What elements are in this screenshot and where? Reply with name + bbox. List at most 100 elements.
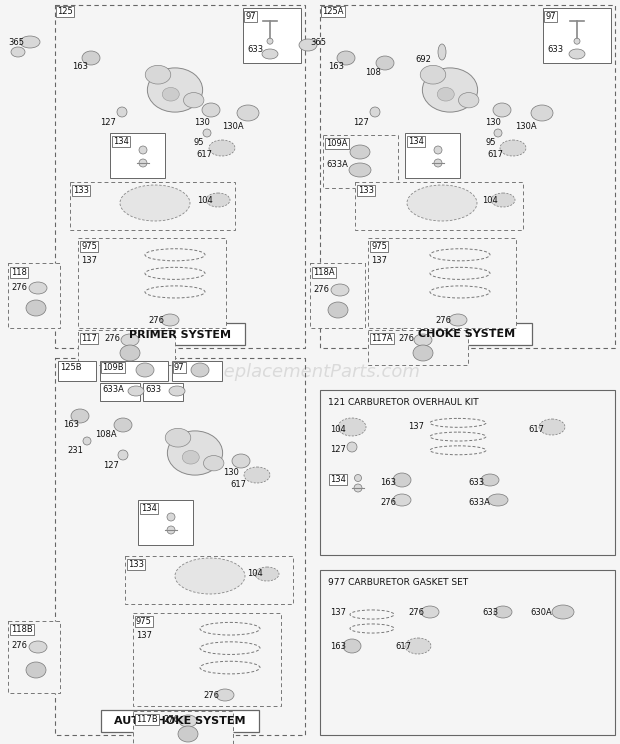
Ellipse shape: [414, 334, 432, 346]
Ellipse shape: [121, 334, 139, 346]
Text: 130A: 130A: [222, 122, 244, 131]
Ellipse shape: [179, 715, 197, 727]
Text: 97: 97: [245, 12, 255, 21]
Text: 617: 617: [487, 150, 503, 159]
Text: 108A: 108A: [95, 430, 117, 439]
Ellipse shape: [481, 474, 499, 486]
Text: 276: 276: [11, 641, 27, 650]
Text: 163: 163: [328, 62, 344, 71]
Text: 125: 125: [57, 7, 73, 16]
Ellipse shape: [175, 558, 245, 594]
Bar: [402, 323, 532, 345]
Ellipse shape: [569, 49, 585, 59]
Ellipse shape: [493, 103, 511, 117]
Ellipse shape: [244, 467, 270, 483]
Bar: [310, 263, 365, 328]
Bar: [55, 5, 305, 348]
Circle shape: [434, 159, 442, 167]
Ellipse shape: [422, 68, 477, 112]
Circle shape: [494, 129, 502, 137]
Ellipse shape: [29, 641, 47, 653]
Text: 95: 95: [485, 138, 495, 147]
Text: 977 CARBURETOR GASKET SET: 977 CARBURETOR GASKET SET: [328, 578, 468, 587]
Bar: [368, 330, 468, 365]
Text: 163: 163: [72, 62, 88, 71]
Ellipse shape: [216, 689, 234, 701]
Ellipse shape: [449, 314, 467, 326]
Ellipse shape: [20, 36, 40, 48]
Circle shape: [139, 146, 147, 154]
Ellipse shape: [255, 567, 279, 581]
Ellipse shape: [203, 455, 224, 471]
Ellipse shape: [420, 65, 446, 84]
Bar: [320, 5, 615, 348]
Text: 127: 127: [100, 118, 116, 127]
Bar: [100, 383, 140, 401]
Text: 231: 231: [67, 446, 83, 455]
Text: 137: 137: [81, 256, 97, 265]
Text: 117: 117: [81, 334, 97, 343]
Ellipse shape: [494, 606, 512, 618]
Ellipse shape: [145, 65, 171, 84]
Ellipse shape: [209, 140, 235, 156]
Circle shape: [354, 484, 362, 492]
Ellipse shape: [437, 88, 454, 101]
Circle shape: [574, 38, 580, 44]
Text: 276: 276: [203, 691, 219, 700]
Ellipse shape: [191, 363, 209, 377]
Text: 104: 104: [482, 196, 498, 205]
Ellipse shape: [488, 494, 508, 506]
Ellipse shape: [82, 51, 100, 65]
Text: 134: 134: [408, 137, 424, 146]
Circle shape: [347, 442, 357, 452]
Text: 117B: 117B: [136, 715, 157, 724]
Text: 276: 276: [408, 608, 424, 617]
Text: 133: 133: [358, 186, 374, 195]
Text: 127: 127: [103, 461, 119, 470]
Ellipse shape: [500, 140, 526, 156]
Ellipse shape: [328, 302, 348, 318]
Ellipse shape: [393, 494, 411, 506]
Text: 104: 104: [197, 196, 213, 205]
Text: 633A: 633A: [326, 160, 348, 169]
Text: 130: 130: [223, 468, 239, 477]
Ellipse shape: [413, 345, 433, 361]
Ellipse shape: [182, 450, 199, 464]
Text: 109A: 109A: [326, 139, 347, 148]
Bar: [143, 383, 183, 401]
Text: 104: 104: [247, 569, 263, 578]
Text: 365: 365: [310, 38, 326, 47]
Ellipse shape: [162, 88, 179, 101]
Text: 137: 137: [371, 256, 387, 265]
Text: 692: 692: [415, 55, 431, 64]
Ellipse shape: [166, 429, 191, 447]
Ellipse shape: [148, 68, 203, 112]
Text: 617: 617: [395, 642, 411, 651]
Ellipse shape: [376, 56, 394, 70]
Text: 121 CARBURETOR OVERHAUL KIT: 121 CARBURETOR OVERHAUL KIT: [328, 398, 479, 407]
Circle shape: [139, 159, 147, 167]
Text: 97: 97: [545, 12, 556, 21]
Text: 617: 617: [196, 150, 212, 159]
Bar: [405, 133, 460, 178]
Text: 163: 163: [380, 478, 396, 487]
Ellipse shape: [421, 606, 439, 618]
Ellipse shape: [438, 44, 446, 60]
Text: 117A: 117A: [371, 334, 392, 343]
Text: 276: 276: [380, 498, 396, 507]
Text: 134: 134: [113, 137, 129, 146]
Ellipse shape: [178, 726, 198, 742]
Ellipse shape: [11, 47, 25, 57]
Text: 134: 134: [330, 475, 346, 484]
Text: 137: 137: [408, 422, 424, 431]
Text: 365: 365: [8, 38, 24, 47]
Text: 633: 633: [468, 478, 484, 487]
Ellipse shape: [202, 103, 220, 117]
Text: 163: 163: [330, 642, 346, 651]
Ellipse shape: [114, 418, 132, 432]
Text: 137: 137: [136, 631, 152, 640]
Text: 118A: 118A: [313, 268, 335, 277]
Text: 125A: 125A: [322, 7, 343, 16]
Text: 137: 137: [330, 608, 346, 617]
Ellipse shape: [299, 39, 317, 51]
